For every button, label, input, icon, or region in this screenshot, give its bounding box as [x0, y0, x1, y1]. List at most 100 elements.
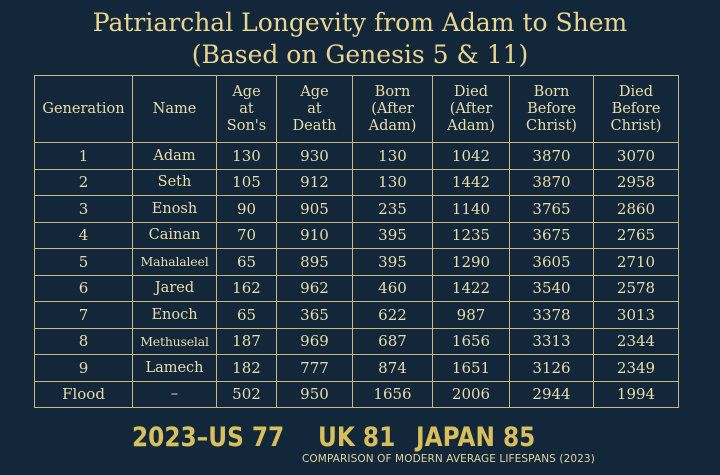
table-cell-born-after-adam: 874: [352, 354, 433, 382]
table-cell-died-before-christ: 2958: [593, 168, 679, 196]
table-cell-died-after-adam: 1651: [432, 354, 510, 382]
table-cell-age-at-sons: 162: [216, 274, 277, 302]
table-body: 1 Adam 130 930 130 1042 3870 3070 2 Seth 105 912 130…: [34, 142, 679, 408]
table-cell-name: Jared: [132, 274, 217, 302]
table-cell-age-at-sons: 182: [216, 354, 277, 382]
table-cell-died-before-christ: 2349: [593, 354, 679, 382]
table-cell-age-at-death: 930: [276, 142, 353, 170]
column-header-line: Adam): [447, 117, 495, 134]
table-cell-died-before-christ: 3070: [593, 142, 679, 170]
table-cell-name: Enosh: [132, 195, 217, 223]
table-cell-age-at-death: 895: [276, 248, 353, 276]
table-cell-died-before-christ: 1994: [593, 380, 679, 408]
table-cell-generation: 8: [34, 327, 133, 355]
table-cell-name: Enoch: [132, 301, 217, 329]
table-cell-name: Adam: [132, 142, 217, 170]
table-cell-age-at-death: 910: [276, 221, 353, 249]
table-cell-name: Mahalaleel: [132, 248, 217, 276]
table-cell-died-before-christ: 3013: [593, 301, 679, 329]
table-cell-died-after-adam: 1290: [432, 248, 510, 276]
table-cell-age-at-death: 777: [276, 354, 353, 382]
table-cell-born-after-adam: 687: [352, 327, 433, 355]
table-cell-generation: Flood: [34, 380, 133, 408]
table-cell-died-after-adam: 1656: [432, 327, 510, 355]
column-header-line: Age: [232, 83, 261, 100]
column-header-line: Died: [618, 83, 654, 100]
table-cell-born-before-christ: 3870: [509, 142, 594, 170]
table-cell-born-after-adam: 235: [352, 195, 433, 223]
table-cell-age-at-sons: 105: [216, 168, 277, 196]
table-cell-born-before-christ: 3540: [509, 274, 594, 302]
table-cell-name: Lamech: [132, 354, 217, 382]
table-cell-born-before-christ: 3870: [509, 168, 594, 196]
table-row: 9 Lamech 182 777 874 1651 3126 2349: [34, 354, 679, 382]
table-cell-born-before-christ: 3378: [509, 301, 594, 329]
table-cell-born-before-christ: 3675: [509, 221, 594, 249]
column-header-line: Son's: [226, 117, 267, 134]
table-cell-born-before-christ: 3765: [509, 195, 594, 223]
table-cell-age-at-death: 365: [276, 301, 353, 329]
table-row: 2 Seth 105 912 130 1442 3870 2958: [34, 168, 679, 196]
column-header-line: Before: [527, 100, 576, 117]
table-cell-born-after-adam: 130: [352, 168, 433, 196]
table-cell-generation: 3: [34, 195, 133, 223]
table-cell-died-before-christ: 2710: [593, 248, 679, 276]
table-row: Flood –502 950 1656 2006 2944 1994: [34, 380, 679, 408]
column-header-line: Generation: [42, 100, 125, 117]
table-cell-age-at-sons: 502: [216, 380, 277, 408]
column-header-died-after-adam: Died (After Adam): [432, 75, 510, 143]
table-cell-age-at-death: 950: [276, 380, 353, 408]
table-cell-died-after-adam: 1442: [432, 168, 510, 196]
table-cell-age-at-death: 962: [276, 274, 353, 302]
table-cell-age-at-sons: 90: [216, 195, 277, 223]
table-cell-generation: 6: [34, 274, 133, 302]
column-header-age-at-death: Age at Death: [276, 75, 353, 143]
column-header-born-after-adam: Born (After Adam): [352, 75, 433, 143]
table-header-row: Generation Name Age at Son's Age at Death Born (A…: [34, 75, 679, 143]
table-cell-died-after-adam: 2006: [432, 380, 510, 408]
table-cell-generation: 1: [34, 142, 133, 170]
chart-title: Patriarchal Longevity from Adam to Shem: [92, 8, 628, 37]
table-cell-generation: 4: [34, 221, 133, 249]
table-cell-name: Methuselal: [132, 327, 217, 355]
column-header-line: at: [239, 100, 254, 117]
table-row: 4 Cainan 70 910 395 1235 3675 2765: [34, 221, 679, 249]
table-cell-age-at-death: 905: [276, 195, 353, 223]
table-cell-died-before-christ: 2344: [593, 327, 679, 355]
table-cell-died-before-christ: 2765: [593, 221, 679, 249]
table-cell-died-after-adam: 1235: [432, 221, 510, 249]
table-row: 8 Methuselal 187 969 687 1656 3313 2344: [34, 327, 679, 355]
column-header-line: Born: [533, 83, 570, 100]
table-cell-died-before-christ: 2578: [593, 274, 679, 302]
column-header-line: Before: [611, 100, 661, 117]
table-cell-generation: 9: [34, 354, 133, 382]
japan-lifespan: JAPAN 85: [416, 422, 536, 453]
table-cell-born-after-adam: 395: [352, 248, 433, 276]
table-cell-age-at-sons: 187: [216, 327, 277, 355]
table-row: 1 Adam 130 930 130 1042 3870 3070: [34, 142, 679, 170]
table-cell-generation: 2: [34, 168, 133, 196]
table-cell-born-before-christ: 2944: [509, 380, 594, 408]
column-header-line: Christ): [526, 117, 577, 134]
table-cell-generation: 5: [34, 248, 133, 276]
table-cell-name: Seth: [132, 168, 217, 196]
table-cell-born-before-christ: 3126: [509, 354, 594, 382]
column-header-born-before-christ: Born Before Christ): [509, 75, 594, 143]
table-cell-born-after-adam: 622: [352, 301, 433, 329]
table-cell-born-after-adam: 460: [352, 274, 433, 302]
chart-subtitle: (Based on Genesis 5 & 11): [191, 40, 529, 69]
table-cell-died-after-adam: 1042: [432, 142, 510, 170]
column-header-line: Christ): [610, 117, 662, 134]
table-cell-born-before-christ: 3605: [509, 248, 594, 276]
column-header-line: Born: [374, 83, 411, 100]
table-cell-age-at-sons: 65: [216, 301, 277, 329]
table-cell-name: Cainan: [132, 221, 217, 249]
table-cell-age-at-sons: 70: [216, 221, 277, 249]
table-row: 6 Jared 162 962 460 1422 3540 2578: [34, 274, 679, 302]
uk-lifespan: UK 81: [318, 422, 396, 453]
column-header-line: at: [307, 100, 322, 117]
column-header-died-before-christ: Died Before Christ): [593, 75, 679, 143]
column-header-line: Died: [453, 83, 489, 100]
longevity-table: Generation Name Age at Son's Age at Death Born (A…: [34, 75, 679, 408]
table-cell-age-at-sons: 65: [216, 248, 277, 276]
